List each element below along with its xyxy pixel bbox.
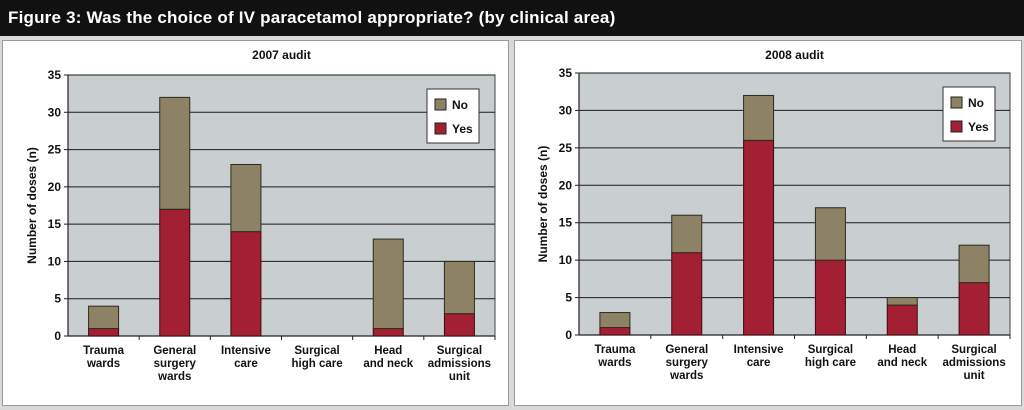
y-tick-label: 30 <box>559 103 573 117</box>
x-tick-label: Intensive <box>734 344 784 356</box>
x-tick-label: Trauma <box>594 344 636 356</box>
x-tick-label: wards <box>157 371 191 383</box>
bar-yes <box>159 208 191 337</box>
bar-yes <box>599 327 631 336</box>
legend-label: Yes <box>968 120 989 134</box>
x-tick-label: admissions <box>428 358 491 370</box>
x-tick-label: admissions <box>942 357 1005 369</box>
x-tick-label: surgery <box>154 358 197 370</box>
x-tick-label: wards <box>669 370 703 382</box>
y-axis-label: Number of doses (n) <box>25 147 39 264</box>
legend-swatch <box>434 98 447 111</box>
bar-no <box>230 163 262 233</box>
x-tick-label: high care <box>292 358 343 370</box>
x-tick-label: care <box>234 358 258 370</box>
bar-yes <box>372 328 404 337</box>
x-tick-label: unit <box>449 371 470 383</box>
x-tick-label: Intensive <box>221 345 271 357</box>
chart-title: 2008 audit <box>765 48 824 62</box>
bar-no <box>743 94 775 141</box>
legend-label: No <box>452 98 468 112</box>
bar-yes <box>443 313 475 337</box>
bar-no <box>88 305 120 330</box>
bar-no <box>599 312 631 329</box>
legend-swatch <box>950 120 963 133</box>
x-tick-label: Head <box>374 345 402 357</box>
x-tick-label: General <box>153 345 196 357</box>
legend-label: No <box>968 96 984 110</box>
bar-yes <box>814 259 846 336</box>
x-tick-label: Surgical <box>437 345 482 357</box>
bar-yes <box>230 231 262 337</box>
bar-no <box>671 214 703 254</box>
x-tick-label: unit <box>964 370 985 382</box>
x-tick-label: Head <box>888 344 916 356</box>
y-tick-label: 20 <box>48 180 62 194</box>
y-tick-label: 35 <box>559 66 573 80</box>
y-tick-label: 0 <box>54 329 61 343</box>
chart-2008: 2008 audit 0 5 10 15 20 25 30 35 Number of doses … <box>536 48 1011 382</box>
y-tick-label: 25 <box>48 143 62 157</box>
x-tick-label: and neck <box>877 357 927 369</box>
x-tick-label: care <box>747 357 771 369</box>
y-axis-label: Number of doses (n) <box>536 146 550 263</box>
y-tick-label: 5 <box>565 291 572 305</box>
bar-no <box>814 207 846 261</box>
y-tick-label: 30 <box>48 105 62 119</box>
bar-yes <box>743 139 775 336</box>
x-tick-label: wards <box>597 357 631 369</box>
y-tick-label: 25 <box>559 141 573 155</box>
bar-yes <box>88 328 120 337</box>
x-tick-label: Surgical <box>951 344 996 356</box>
legend-label: Yes <box>452 122 473 136</box>
plot-area <box>578 72 1011 336</box>
x-tick-label: General <box>665 344 708 356</box>
bar-no <box>159 96 191 210</box>
y-tick-label: 10 <box>48 254 62 268</box>
x-tick-label: high care <box>805 357 856 369</box>
chart-panel-2007: 2007 audit 0 5 10 15 20 25 30 35 Number of doses … <box>2 40 509 406</box>
legend-swatch <box>950 96 963 109</box>
x-tick-label: Surgical <box>294 345 339 357</box>
y-tick-label: 35 <box>48 68 62 82</box>
bar-no <box>372 238 404 330</box>
chart-title: 2007 audit <box>252 48 311 62</box>
y-tick-label: 0 <box>565 328 572 342</box>
bar-no <box>443 260 475 315</box>
y-tick-label: 20 <box>559 178 573 192</box>
plot-area <box>67 74 496 337</box>
bar-no <box>886 297 918 306</box>
bar-yes <box>671 252 703 336</box>
bar-yes <box>958 282 990 336</box>
bar-yes <box>886 304 918 336</box>
chart-panel-2008: 2008 audit 0 5 10 15 20 25 30 35 Number of doses … <box>514 40 1022 406</box>
x-tick-label: wards <box>86 358 120 370</box>
chart-2007: 2007 audit 0 5 10 15 20 25 30 35 Number of doses … <box>25 48 496 383</box>
x-tick-label: Surgical <box>808 344 853 356</box>
y-tick-label: 10 <box>559 253 573 267</box>
y-tick-label: 15 <box>559 216 573 230</box>
y-tick-label: 15 <box>48 217 62 231</box>
y-tick-label: 5 <box>54 292 61 306</box>
figure-title: Figure 3: Was the choice of IV paracetam… <box>0 0 1024 36</box>
legend-swatch <box>434 122 447 135</box>
x-tick-label: Trauma <box>83 345 125 357</box>
x-tick-label: surgery <box>666 357 709 369</box>
x-tick-label: and neck <box>363 358 413 370</box>
bar-no <box>958 244 990 284</box>
